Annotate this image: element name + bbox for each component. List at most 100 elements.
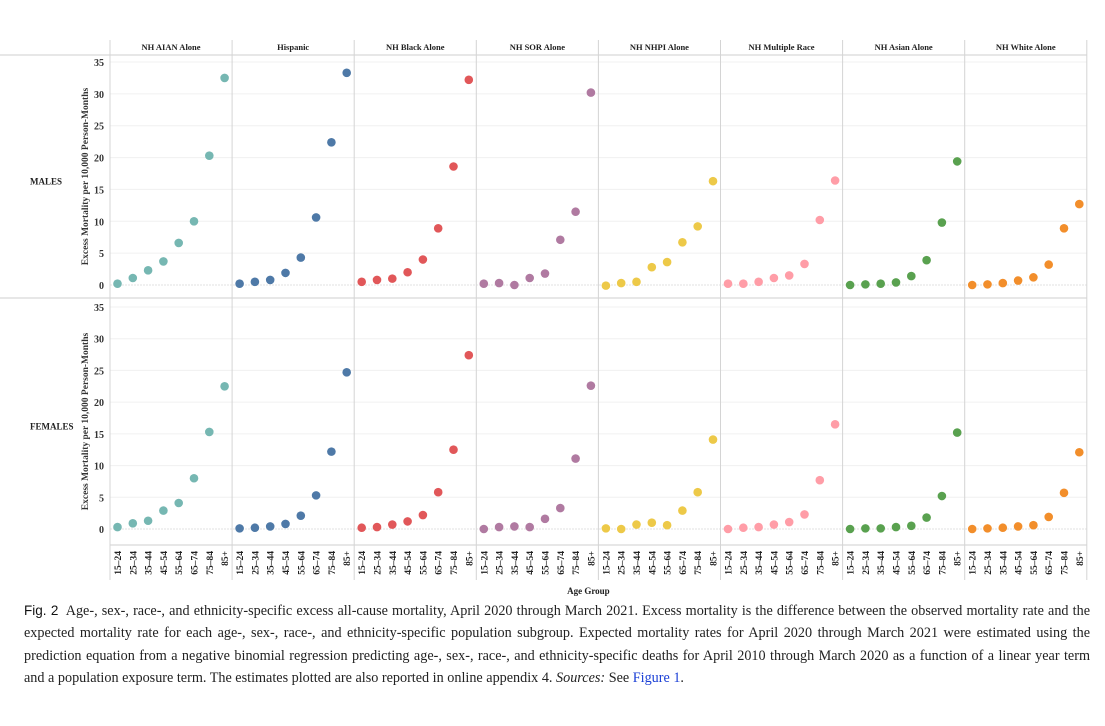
data-point bbox=[189, 216, 199, 226]
data-point bbox=[1044, 512, 1053, 522]
data-point bbox=[937, 218, 947, 227]
x-tick-label: 55–64 bbox=[175, 551, 185, 575]
data-point bbox=[616, 524, 626, 534]
y-axis-label: Excess Mortality per 10,000 Person-Month… bbox=[81, 333, 91, 511]
data-point bbox=[632, 520, 641, 529]
x-tick-label: 75–84 bbox=[328, 551, 338, 575]
data-point bbox=[1059, 223, 1069, 233]
x-axis-label: Age Group bbox=[567, 586, 610, 596]
data-point bbox=[250, 523, 260, 533]
data-point bbox=[449, 162, 458, 171]
data-point bbox=[998, 278, 1008, 288]
x-tick-label: 15–24 bbox=[725, 551, 735, 575]
data-point bbox=[311, 491, 321, 500]
x-tick-label: 75–84 bbox=[816, 551, 826, 575]
y-tick-label: 10 bbox=[94, 462, 104, 473]
data-point bbox=[372, 522, 382, 532]
y-tick-label: 25 bbox=[94, 366, 104, 377]
data-point bbox=[143, 266, 153, 275]
x-tick-label: 35–44 bbox=[877, 551, 887, 575]
data-point bbox=[510, 522, 519, 531]
x-tick-label: 75–84 bbox=[1061, 551, 1071, 575]
data-point bbox=[113, 279, 122, 289]
y-tick-label: 20 bbox=[94, 154, 104, 165]
x-tick-label: 35–44 bbox=[389, 551, 399, 575]
x-tick-label: 25–34 bbox=[984, 551, 994, 575]
x-tick-label: 65–74 bbox=[801, 551, 811, 575]
x-tick-label: 25–34 bbox=[740, 551, 750, 575]
data-point bbox=[754, 277, 763, 287]
column-header: NH AIAN Alone bbox=[142, 42, 201, 52]
column-header: NH NHPI Alone bbox=[630, 42, 689, 52]
x-tick-label: 85+ bbox=[832, 551, 842, 566]
y-tick-label: 5 bbox=[99, 249, 104, 260]
x-tick-label: 55–64 bbox=[786, 551, 796, 575]
x-tick-label: 85+ bbox=[221, 551, 231, 566]
data-point bbox=[1013, 522, 1023, 531]
data-point bbox=[220, 73, 229, 83]
y-tick-label: 30 bbox=[94, 335, 104, 346]
x-tick-label: 65–74 bbox=[313, 551, 323, 575]
data-point bbox=[739, 279, 748, 289]
data-point bbox=[754, 522, 763, 532]
data-point bbox=[845, 524, 855, 534]
data-point bbox=[952, 428, 962, 437]
data-point bbox=[983, 524, 992, 533]
data-point bbox=[174, 498, 183, 508]
data-point bbox=[784, 517, 794, 527]
figure-1-link[interactable]: Figure 1 bbox=[632, 669, 681, 686]
data-point bbox=[907, 271, 916, 281]
x-tick-label: 25–34 bbox=[618, 551, 628, 575]
x-tick-label: 45–54 bbox=[1015, 551, 1025, 575]
y-tick-label: 30 bbox=[94, 90, 104, 101]
x-tick-label: 15–24 bbox=[480, 551, 490, 575]
data-point bbox=[967, 524, 977, 534]
data-point bbox=[967, 280, 977, 290]
data-point bbox=[800, 259, 809, 269]
data-point bbox=[678, 506, 687, 515]
y-tick-label: 15 bbox=[94, 185, 104, 196]
data-point bbox=[479, 524, 489, 534]
x-tick-label: 15–24 bbox=[114, 551, 124, 575]
data-point bbox=[342, 368, 352, 377]
column-header: NH Black Alone bbox=[386, 42, 445, 52]
data-point bbox=[556, 235, 565, 245]
data-point bbox=[113, 522, 122, 532]
data-point bbox=[769, 273, 779, 283]
figure-caption: Fig. 2 Age-, sex-, race-, and ethnicity-… bbox=[24, 600, 1090, 689]
data-point bbox=[937, 491, 947, 501]
data-point bbox=[739, 523, 748, 533]
data-point bbox=[647, 518, 657, 527]
data-point bbox=[327, 137, 336, 147]
data-point bbox=[403, 267, 412, 277]
x-tick-label: 85+ bbox=[465, 551, 475, 566]
data-point bbox=[433, 487, 443, 497]
x-tick-label: 45–54 bbox=[893, 551, 903, 575]
x-tick-label: 65–74 bbox=[679, 551, 689, 575]
x-tick-label: 45–54 bbox=[160, 551, 170, 575]
column-header: NH SOR Alone bbox=[510, 42, 565, 52]
x-tick-label: 65–74 bbox=[435, 551, 445, 575]
row-label: FEMALES bbox=[30, 422, 74, 432]
row-label: MALES bbox=[30, 177, 62, 187]
data-point bbox=[800, 510, 809, 519]
data-point bbox=[311, 213, 321, 222]
data-point bbox=[830, 420, 840, 429]
data-point bbox=[220, 381, 229, 391]
x-tick-label: 75–84 bbox=[938, 551, 948, 575]
data-point bbox=[403, 517, 412, 526]
data-point bbox=[876, 524, 885, 533]
data-point bbox=[998, 523, 1008, 533]
data-point bbox=[540, 514, 550, 524]
data-point bbox=[662, 520, 672, 530]
x-tick-label: 45–54 bbox=[282, 551, 292, 575]
data-point bbox=[1075, 447, 1084, 457]
x-tick-label: 85+ bbox=[710, 551, 720, 566]
data-point bbox=[388, 274, 397, 283]
data-point bbox=[418, 510, 428, 520]
data-point bbox=[388, 520, 397, 529]
data-point bbox=[342, 68, 352, 78]
data-point bbox=[143, 516, 153, 526]
data-point bbox=[494, 278, 504, 288]
data-point bbox=[815, 475, 825, 485]
